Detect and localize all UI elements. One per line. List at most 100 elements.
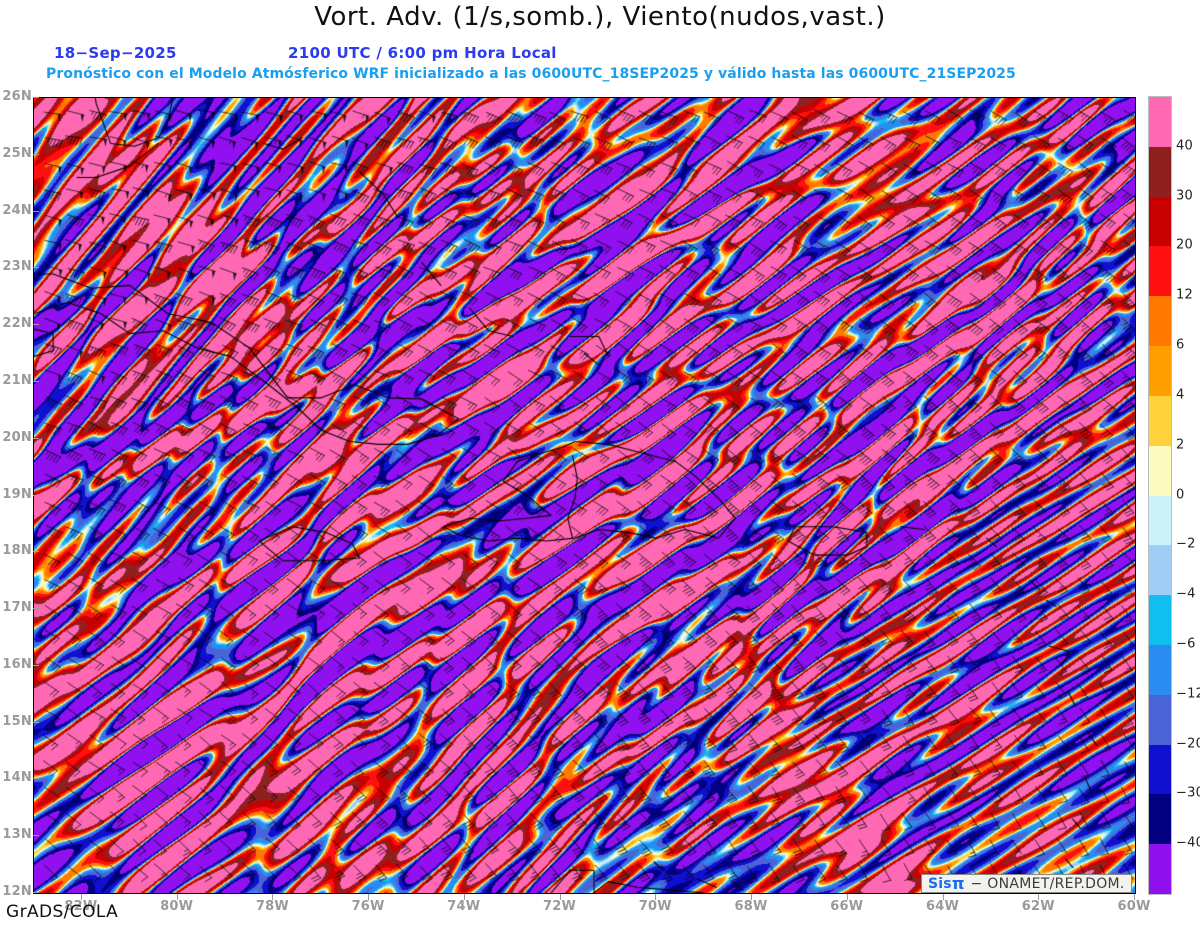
x-axis-tick-72W: 72W bbox=[543, 899, 577, 914]
pi-symbol-icon: π bbox=[951, 874, 965, 893]
colorbar-segment-14 bbox=[1149, 794, 1171, 845]
y-axis-tick-12N: 12N bbox=[2, 884, 32, 899]
y-axis-tick-13N: 13N bbox=[2, 827, 32, 843]
x-axis-tickmark bbox=[368, 894, 370, 900]
onamet-logo-badge: Sis π − ONAMET/REP.DOM. bbox=[921, 874, 1132, 893]
y-axis-tick-24N: 24N bbox=[2, 202, 32, 218]
x-axis-tick-64W: 64W bbox=[926, 899, 960, 914]
y-axis-tick-25N: 25N bbox=[2, 145, 32, 161]
colorbar[interactable] bbox=[1148, 96, 1172, 895]
colorbar-segment-3 bbox=[1149, 246, 1171, 297]
y-axis-tick-21N: 21N bbox=[2, 372, 32, 388]
y-axis-tickmark bbox=[33, 380, 39, 382]
colorbar-tick-0: 0 bbox=[1176, 487, 1185, 502]
y-axis-tick-26N: 26N bbox=[2, 89, 32, 104]
x-axis-tickmark bbox=[655, 894, 657, 900]
colorbar-segment-6 bbox=[1149, 395, 1171, 446]
colorbar-tick--2: −2 bbox=[1176, 536, 1196, 552]
valid-time-label: 2100 UTC / 6:00 pm Hora Local bbox=[288, 44, 557, 62]
y-axis-tick-22N: 22N bbox=[2, 316, 32, 332]
x-axis-tick-76W: 76W bbox=[351, 899, 385, 914]
run-date-label: 18−Sep−2025 bbox=[54, 44, 177, 62]
y-axis-tick-20N: 20N bbox=[2, 429, 32, 445]
y-axis-tickmark bbox=[33, 721, 39, 723]
colorbar-segment-7 bbox=[1149, 445, 1171, 496]
sis-label: Sis bbox=[928, 875, 952, 892]
colorbar-tick-6: 6 bbox=[1176, 337, 1185, 353]
y-axis-tick-18N: 18N bbox=[2, 543, 32, 559]
x-axis-tickmark bbox=[559, 894, 561, 900]
wind-barb-overlay bbox=[34, 98, 1135, 893]
y-axis-tickmark bbox=[33, 892, 39, 893]
y-axis-tickmark bbox=[33, 153, 39, 155]
colorbar-tick-30: 30 bbox=[1176, 188, 1193, 204]
model-description: Pronóstico con el Modelo Atmósferico WRF… bbox=[46, 66, 1016, 82]
colorbar-tick--12: −12 bbox=[1176, 686, 1200, 702]
x-axis-tickmark bbox=[846, 894, 848, 900]
x-axis-tick-68W: 68W bbox=[734, 899, 768, 914]
y-axis-tick-23N: 23N bbox=[2, 259, 32, 275]
colorbar-segment-1 bbox=[1149, 146, 1171, 197]
colorbar-tick-40: 40 bbox=[1176, 138, 1193, 154]
agency-label: − ONAMET/REP.DOM. bbox=[970, 876, 1124, 892]
y-axis-tickmark bbox=[33, 664, 39, 666]
colorbar-tick--4: −4 bbox=[1176, 586, 1196, 602]
y-axis-tick-19N: 19N bbox=[2, 486, 32, 502]
colorbar-segment-15 bbox=[1149, 844, 1171, 894]
colorbar-tick--6: −6 bbox=[1176, 636, 1196, 652]
subtitle-row: 18−Sep−2025 2100 UTC / 6:00 pm Hora Loca… bbox=[0, 44, 1200, 64]
y-axis-tick-15N: 15N bbox=[2, 713, 32, 729]
y-axis-tickmark bbox=[33, 324, 39, 326]
colorbar-tick-20: 20 bbox=[1176, 237, 1193, 253]
colorbar-segment-11 bbox=[1149, 644, 1171, 695]
colorbar-tick-2: 2 bbox=[1176, 437, 1185, 453]
x-axis-tick-80W: 80W bbox=[160, 899, 194, 914]
y-axis-tickmark bbox=[33, 210, 39, 212]
map-plot-area[interactable] bbox=[33, 97, 1136, 894]
colorbar-tick--20: −20 bbox=[1176, 736, 1200, 752]
y-axis-tickmark bbox=[33, 437, 39, 439]
x-axis-tickmark bbox=[1038, 894, 1040, 900]
x-axis-tick-66W: 66W bbox=[830, 899, 864, 914]
x-axis-tick-70W: 70W bbox=[638, 899, 672, 914]
grads-credit: GrADS/COLA bbox=[6, 902, 119, 922]
x-axis-tickmark bbox=[272, 894, 274, 900]
y-axis-tick-14N: 14N bbox=[2, 770, 32, 786]
colorbar-segment-0 bbox=[1149, 97, 1171, 147]
colorbar-tick--30: −30 bbox=[1176, 785, 1200, 801]
colorbar-segment-9 bbox=[1149, 545, 1171, 596]
y-axis-tick-17N: 17N bbox=[2, 600, 32, 616]
colorbar-segment-8 bbox=[1149, 495, 1171, 546]
x-axis-tickmark bbox=[463, 894, 465, 900]
colorbar-segment-10 bbox=[1149, 595, 1171, 645]
colorbar-tick-12: 12 bbox=[1176, 287, 1193, 303]
x-axis-tick-62W: 62W bbox=[1021, 899, 1055, 914]
colorbar-tick--40: −40 bbox=[1176, 835, 1200, 851]
y-axis-tickmark bbox=[33, 551, 39, 553]
logo-separator: − bbox=[970, 875, 983, 892]
y-axis-tickmark bbox=[33, 608, 39, 610]
x-axis-tickmark bbox=[1134, 894, 1135, 900]
x-axis-tick-78W: 78W bbox=[255, 899, 289, 914]
colorbar-segment-12 bbox=[1149, 694, 1171, 745]
x-axis-tick-82W: 82W bbox=[64, 899, 98, 914]
y-axis-tickmark bbox=[33, 494, 39, 496]
colorbar-segment-13 bbox=[1149, 744, 1171, 795]
colorbar-segment-4 bbox=[1149, 296, 1171, 347]
x-axis-tickmark bbox=[751, 894, 753, 900]
x-axis-tick-74W: 74W bbox=[447, 899, 481, 914]
agency-name: ONAMET/REP.DOM. bbox=[987, 875, 1125, 892]
colorbar-segment-5 bbox=[1149, 346, 1171, 396]
y-axis-tickmark bbox=[33, 835, 39, 837]
page-title: Vort. Adv. (1/s,somb.), Viento(nudos,vas… bbox=[314, 2, 886, 32]
x-axis-tick-60W: 60W bbox=[1117, 899, 1151, 914]
y-axis-tick-16N: 16N bbox=[2, 656, 32, 672]
y-axis-tickmark bbox=[33, 97, 39, 98]
y-axis-tickmark bbox=[33, 267, 39, 269]
x-axis-tickmark bbox=[942, 894, 944, 900]
colorbar-tick-4: 4 bbox=[1176, 387, 1185, 403]
x-axis-tickmark bbox=[176, 894, 178, 900]
x-axis-tickmark bbox=[80, 894, 82, 900]
y-axis-tickmark bbox=[33, 778, 39, 780]
colorbar-segment-2 bbox=[1149, 196, 1171, 247]
